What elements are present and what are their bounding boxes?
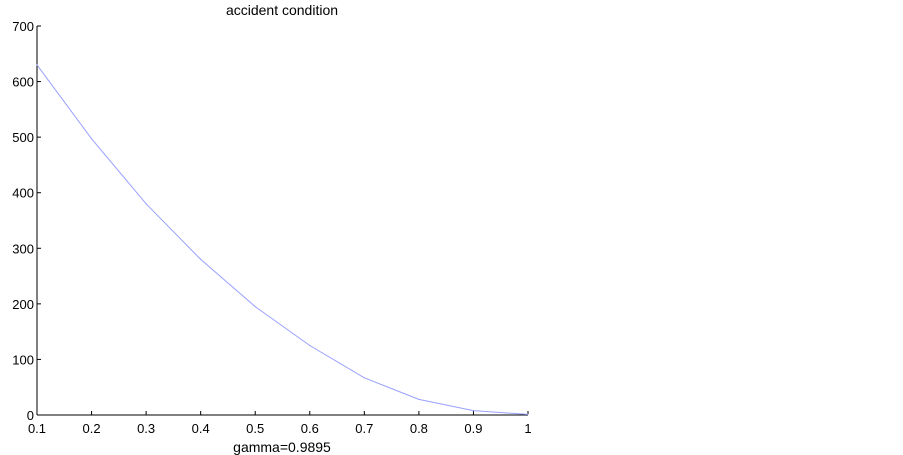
chart-title: accident condition xyxy=(226,2,338,18)
y-tick-label: 700 xyxy=(12,19,34,34)
x-tick-label: 0.7 xyxy=(355,421,373,436)
y-tick-label: 600 xyxy=(12,75,34,90)
data-point xyxy=(254,306,256,308)
x-tick-label: 0.9 xyxy=(464,421,482,436)
data-point xyxy=(36,64,38,66)
x-tick-label: 0.4 xyxy=(192,421,210,436)
x-tick-label: 0.8 xyxy=(410,421,428,436)
plot-area: 0 100 200 300 400 500 600 700 0.1 0.2 0.3 0.4 0.5 0.6… xyxy=(12,19,531,436)
x-tick-label: 0.2 xyxy=(83,421,101,436)
y-tick-label: 0 xyxy=(27,408,34,423)
x-tick-label: 0.3 xyxy=(137,421,155,436)
y-tick-label: 100 xyxy=(12,352,34,367)
data-point xyxy=(309,344,311,347)
x-tick-label: 0.5 xyxy=(246,421,264,436)
y-tick-label: 500 xyxy=(12,130,34,145)
data-point xyxy=(472,409,475,412)
x-tick-label: 1 xyxy=(524,421,531,436)
data-point xyxy=(90,138,93,140)
y-tick-label: 200 xyxy=(12,297,34,312)
y-tick-label: 400 xyxy=(12,186,34,201)
data-point xyxy=(527,413,529,416)
data-point xyxy=(418,398,420,401)
y-tick-label: 300 xyxy=(12,241,34,256)
data-point xyxy=(363,377,365,379)
data-point xyxy=(200,258,202,260)
x-tick-label: 0.6 xyxy=(301,421,319,436)
series-line xyxy=(36,64,529,415)
data-point xyxy=(145,203,147,205)
x-tick-label: 0.1 xyxy=(28,421,46,436)
x-axis-label: gamma=0.9895 xyxy=(233,439,331,455)
